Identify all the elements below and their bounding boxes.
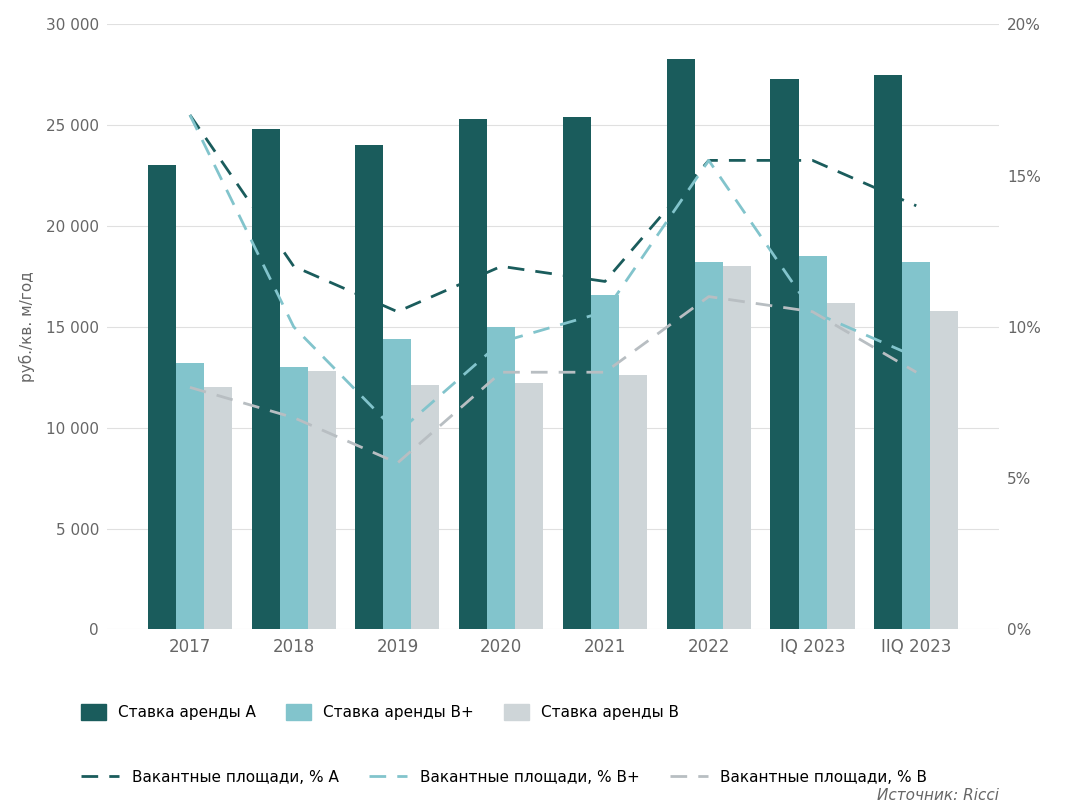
- Bar: [383, 339, 411, 629]
- Bar: [798, 257, 827, 629]
- Bar: [251, 129, 279, 629]
- Legend: Вакантные площади, % A, Вакантные площади, % B+, Вакантные площади, % B: Вакантные площади, % A, Вакантные площад…: [75, 763, 933, 791]
- Bar: [411, 385, 439, 629]
- Bar: [770, 79, 798, 629]
- Text: Источник: Ricci: Источник: Ricci: [876, 788, 999, 803]
- Bar: [204, 387, 232, 629]
- Bar: [930, 311, 958, 629]
- Bar: [516, 383, 543, 629]
- Bar: [902, 262, 930, 629]
- Bar: [723, 266, 751, 629]
- Legend: Ставка аренды A, Ставка аренды B+, Ставка аренды B: Ставка аренды A, Ставка аренды B+, Ставк…: [75, 698, 685, 726]
- Bar: [827, 303, 855, 629]
- Bar: [488, 327, 516, 629]
- Bar: [279, 367, 308, 629]
- Bar: [308, 371, 336, 629]
- Bar: [591, 295, 619, 629]
- Bar: [874, 75, 902, 629]
- Bar: [355, 145, 383, 629]
- Bar: [695, 262, 723, 629]
- Bar: [619, 375, 647, 629]
- Bar: [667, 58, 695, 629]
- Bar: [148, 165, 176, 629]
- Bar: [563, 117, 591, 629]
- Bar: [176, 363, 204, 629]
- Y-axis label: руб./кв. м/год: руб./кв. м/год: [18, 271, 34, 383]
- Bar: [460, 119, 488, 629]
